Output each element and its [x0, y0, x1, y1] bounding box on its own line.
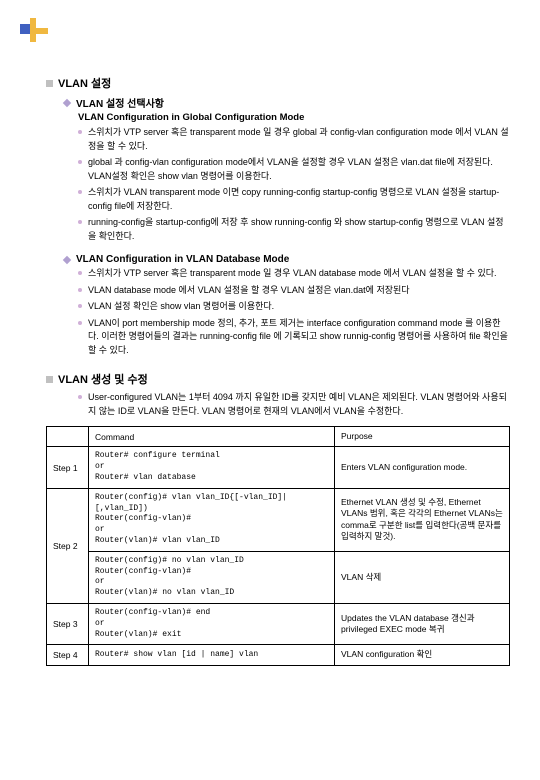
bullet-item: 스위치가 VTP server 혹은 transparent mode 일 경우…	[78, 267, 510, 281]
bullet-item: running-config을 startup-config에 저장 후 sho…	[78, 216, 510, 243]
step-cell: Step 1	[47, 447, 89, 488]
bullet-item: global 과 config-vlan configuration mode에…	[78, 156, 510, 183]
sub-sub-heading-global: VLAN Configuration in Global Configurati…	[78, 112, 510, 123]
bullet-item: VLAN 설정 확인은 show vlan 명령어를 이용한다.	[78, 300, 510, 314]
col-step	[47, 427, 89, 447]
bullet-item: 스위치가 VLAN transparent mode 이면 copy runni…	[78, 186, 510, 213]
table-row: Step 4 Router# show vlan [id | name] vla…	[47, 645, 510, 665]
command-cell: Router(config)# vlan vlan_ID{[-vlan_ID]|…	[89, 488, 335, 551]
section-heading-vlan-create: VLAN 생성 및 수정	[46, 371, 510, 387]
square-bullet-icon	[46, 376, 53, 383]
corner-decoration	[20, 18, 48, 46]
command-cell: Router# show vlan [id | name] vlan	[89, 645, 335, 665]
diamond-bullet-icon	[63, 255, 71, 263]
bullet-item: VLAN이 port membership mode 정의, 추가, 포트 제거…	[78, 317, 510, 358]
col-purpose: Purpose	[335, 427, 510, 447]
purpose-cell: VLAN configuration 확인	[335, 645, 510, 665]
sub-title: VLAN Configuration in VLAN Database Mode	[76, 254, 289, 265]
section-title: VLAN 생성 및 수정	[58, 371, 148, 387]
bullet-item: User-configured VLAN는 1부터 4094 까지 유일한 ID…	[78, 391, 510, 418]
table-row: Router(config)# no vlan vlan_IDRouter(co…	[47, 551, 510, 603]
purpose-cell: Enters VLAN configuration mode.	[335, 447, 510, 488]
command-cell: Router(config)# no vlan vlan_IDRouter(co…	[89, 551, 335, 603]
bullet-item: VLAN database mode 에서 VLAN 설정을 할 경우 VLAN…	[78, 284, 510, 298]
table-header-row: Command Purpose	[47, 427, 510, 447]
diamond-bullet-icon	[63, 98, 71, 106]
step-cell: Step 2	[47, 488, 89, 603]
page-content: VLAN 설정 VLAN 설정 선택사항 VLAN Configuration …	[46, 75, 510, 666]
step-cell: Step 3	[47, 604, 89, 645]
section-heading-vlan-config: VLAN 설정	[46, 75, 510, 91]
square-bullet-icon	[46, 80, 53, 87]
sub-heading-options: VLAN 설정 선택사항	[64, 95, 510, 110]
purpose-cell: Ethernet VLAN 생성 및 수정, Ethernet VLANs 범위…	[335, 488, 510, 551]
purpose-cell: VLAN 삭제	[335, 551, 510, 603]
table-row: Step 3 Router(config-vlan)# endorRouter(…	[47, 604, 510, 645]
col-command: Command	[89, 427, 335, 447]
table-row: Step 1 Router# configure terminalorRoute…	[47, 447, 510, 488]
section-title: VLAN 설정	[58, 75, 111, 91]
command-cell: Router# configure terminalorRouter# vlan…	[89, 447, 335, 488]
table-row: Step 2 Router(config)# vlan vlan_ID{[-vl…	[47, 488, 510, 551]
command-cell: Router(config-vlan)# endorRouter(vlan)# …	[89, 604, 335, 645]
command-table: Command Purpose Step 1 Router# configure…	[46, 426, 510, 666]
bullet-item: 스위치가 VTP server 혹은 transparent mode 일 경우…	[78, 126, 510, 153]
sub-title: VLAN 설정 선택사항	[76, 95, 164, 110]
purpose-cell: Updates the VLAN database 갱신과 privileged…	[335, 604, 510, 645]
step-cell: Step 4	[47, 645, 89, 665]
sub-heading-database: VLAN Configuration in VLAN Database Mode	[64, 254, 510, 265]
